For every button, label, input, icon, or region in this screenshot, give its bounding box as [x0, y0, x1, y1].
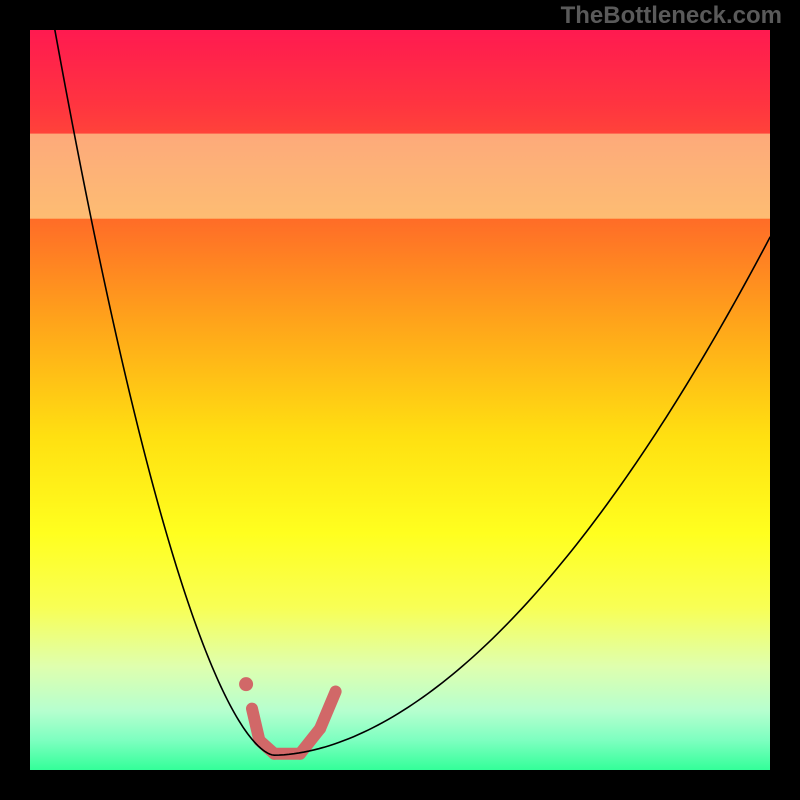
plot-area-wrap [30, 30, 770, 770]
chart-frame: TheBottleneck.com [0, 0, 800, 800]
optimum-band [30, 134, 770, 219]
bottleneck-v-curve-chart [30, 30, 770, 770]
watermark-text: TheBottleneck.com [561, 2, 782, 30]
curve-highlight-dot [239, 677, 253, 691]
